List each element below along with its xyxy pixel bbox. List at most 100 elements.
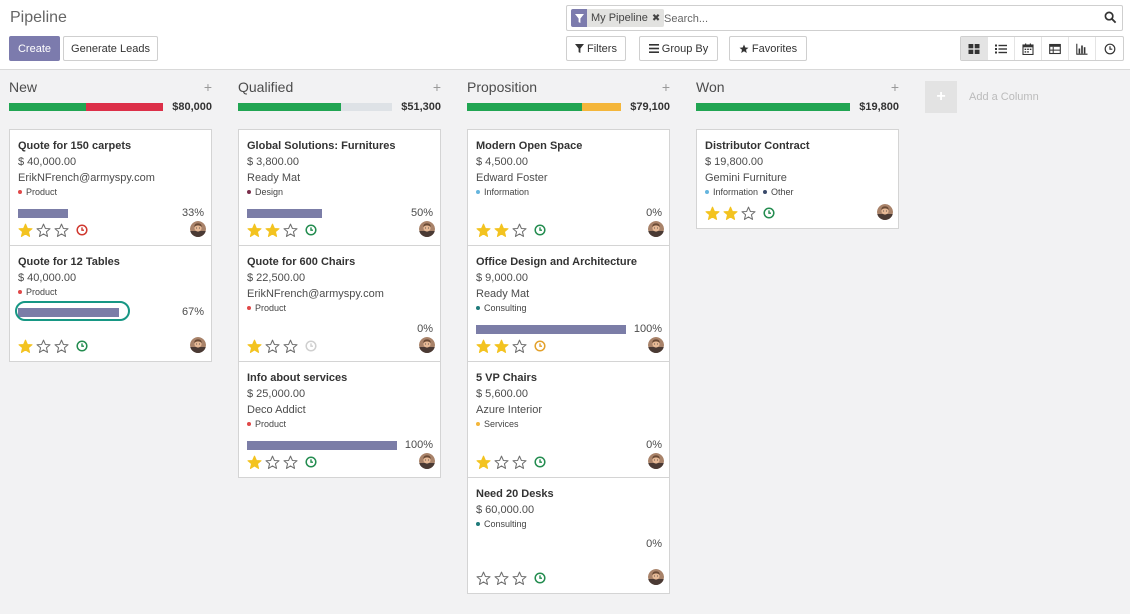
star-filled-icon[interactable] [476,339,491,354]
star-filled-icon[interactable] [476,455,491,470]
kanban-view-button[interactable] [961,37,988,60]
activity-clock-icon[interactable] [534,572,546,584]
activity-clock-icon[interactable] [534,456,546,468]
star-filled-icon[interactable] [247,455,262,470]
star-empty-icon[interactable] [283,339,298,354]
probability-progress[interactable]: 0% [476,538,662,550]
star-empty-icon[interactable] [283,223,298,238]
activity-view-button[interactable] [1096,37,1123,60]
star-empty-icon[interactable] [36,339,51,354]
column-quick-create-icon[interactable]: + [432,79,441,95]
lead-card[interactable]: Quote for 150 carpets $ 40,000.00 ErikNFre… [9,129,212,246]
star-empty-icon[interactable] [512,571,527,586]
lead-card[interactable]: Distributor Contract $ 19,800.00 Gemini Fu… [696,129,899,229]
star-empty-icon[interactable] [54,223,69,238]
activity-clock-icon[interactable] [305,340,317,352]
activity-clock-icon[interactable] [76,224,88,236]
star-filled-icon[interactable] [18,339,33,354]
lead-card[interactable]: Modern Open Space $ 4,500.00 Edward Foster… [467,129,670,246]
probability-progress[interactable]: 100% [476,323,662,335]
lead-card[interactable]: Office Design and Architecture $ 9,000.00… [467,245,670,362]
star-empty-icon[interactable] [54,339,69,354]
progress-segment-green[interactable] [9,103,86,111]
avatar[interactable] [648,221,664,237]
probability-progress[interactable]: 0% [476,207,662,219]
lead-card[interactable]: 5 VP Chairs $ 5,600.00 Azure Interior Servi… [467,361,670,478]
star-empty-icon[interactable] [265,455,280,470]
favorites-button[interactable]: Favorites [729,36,807,61]
probability-progress[interactable]: 33% [18,207,204,219]
lead-card[interactable]: Info about services $ 25,000.00 Deco Addic… [238,361,441,478]
list-view-button[interactable] [988,37,1015,60]
column-title[interactable]: Qualified [238,79,294,95]
pivot-view-button[interactable] [1042,37,1069,60]
avatar[interactable] [877,204,893,220]
group-by-button[interactable]: Group By [639,36,718,61]
avatar[interactable] [419,221,435,237]
star-empty-icon[interactable] [512,455,527,470]
star-empty-icon[interactable] [36,223,51,238]
progress-segment-green[interactable] [467,103,583,111]
column-title[interactable]: New [9,79,38,95]
filters-button[interactable]: Filters [566,36,626,61]
progress-segment-green[interactable] [696,103,850,111]
star-filled-icon[interactable] [476,223,491,238]
probability-progress[interactable]: 0% [476,439,662,451]
activity-clock-icon[interactable] [534,340,546,352]
column-progress-bar[interactable] [696,103,850,111]
avatar[interactable] [190,221,206,237]
column-quick-create-icon[interactable]: + [661,79,670,95]
probability-progress[interactable]: 100% [247,439,433,451]
star-empty-icon[interactable] [494,455,509,470]
star-empty-icon[interactable] [494,571,509,586]
avatar[interactable] [648,337,664,353]
star-filled-icon[interactable] [705,206,720,221]
calendar-view-button[interactable] [1015,37,1042,60]
column-quick-create-icon[interactable]: + [890,79,899,95]
progress-segment-grey[interactable] [341,103,392,111]
activity-clock-icon[interactable] [76,340,88,352]
star-filled-icon[interactable] [247,223,262,238]
column-title[interactable]: Won [696,79,725,95]
star-filled-icon[interactable] [18,223,33,238]
star-filled-icon[interactable] [723,206,738,221]
star-filled-icon[interactable] [247,339,262,354]
avatar[interactable] [419,337,435,353]
avatar[interactable] [648,569,664,585]
column-quick-create-icon[interactable]: + [203,79,212,95]
column-progress-bar[interactable] [238,103,392,111]
avatar[interactable] [648,453,664,469]
search-facet[interactable]: My Pipeline ✖ [571,9,665,27]
progress-segment-orange[interactable] [582,103,621,111]
star-empty-icon[interactable] [265,339,280,354]
star-empty-icon[interactable] [283,455,298,470]
activity-clock-icon[interactable] [305,224,317,236]
graph-view-button[interactable] [1069,37,1096,60]
star-empty-icon[interactable] [741,206,756,221]
avatar[interactable] [419,453,435,469]
activity-clock-icon[interactable] [763,207,775,219]
activity-clock-icon[interactable] [305,456,317,468]
generate-leads-button[interactable]: Generate Leads [63,36,158,61]
progress-segment-green[interactable] [238,103,341,111]
search-bar[interactable]: My Pipeline ✖ [566,5,1123,31]
lead-card[interactable]: Global Solutions: Furnitures $ 3,800.00 Re… [238,129,441,246]
probability-progress[interactable]: 67% [15,301,204,321]
star-empty-icon[interactable] [512,339,527,354]
add-column-plus-icon[interactable]: + [925,81,957,113]
add-column[interactable]: + Add a Column [925,81,1039,113]
search-input[interactable] [664,10,1084,28]
column-progress-bar[interactable] [467,103,621,111]
column-title[interactable]: Proposition [467,79,538,95]
activity-clock-icon[interactable] [534,224,546,236]
column-progress-bar[interactable] [9,103,163,111]
star-filled-icon[interactable] [494,339,509,354]
star-filled-icon[interactable] [494,223,509,238]
star-empty-icon[interactable] [512,223,527,238]
search-icon[interactable] [1104,11,1117,24]
probability-progress[interactable]: 50% [247,207,433,219]
star-empty-icon[interactable] [476,571,491,586]
avatar[interactable] [190,337,206,353]
lead-card[interactable]: Need 20 Desks $ 60,000.00 Consulting 0% [467,477,670,594]
star-filled-icon[interactable] [265,223,280,238]
